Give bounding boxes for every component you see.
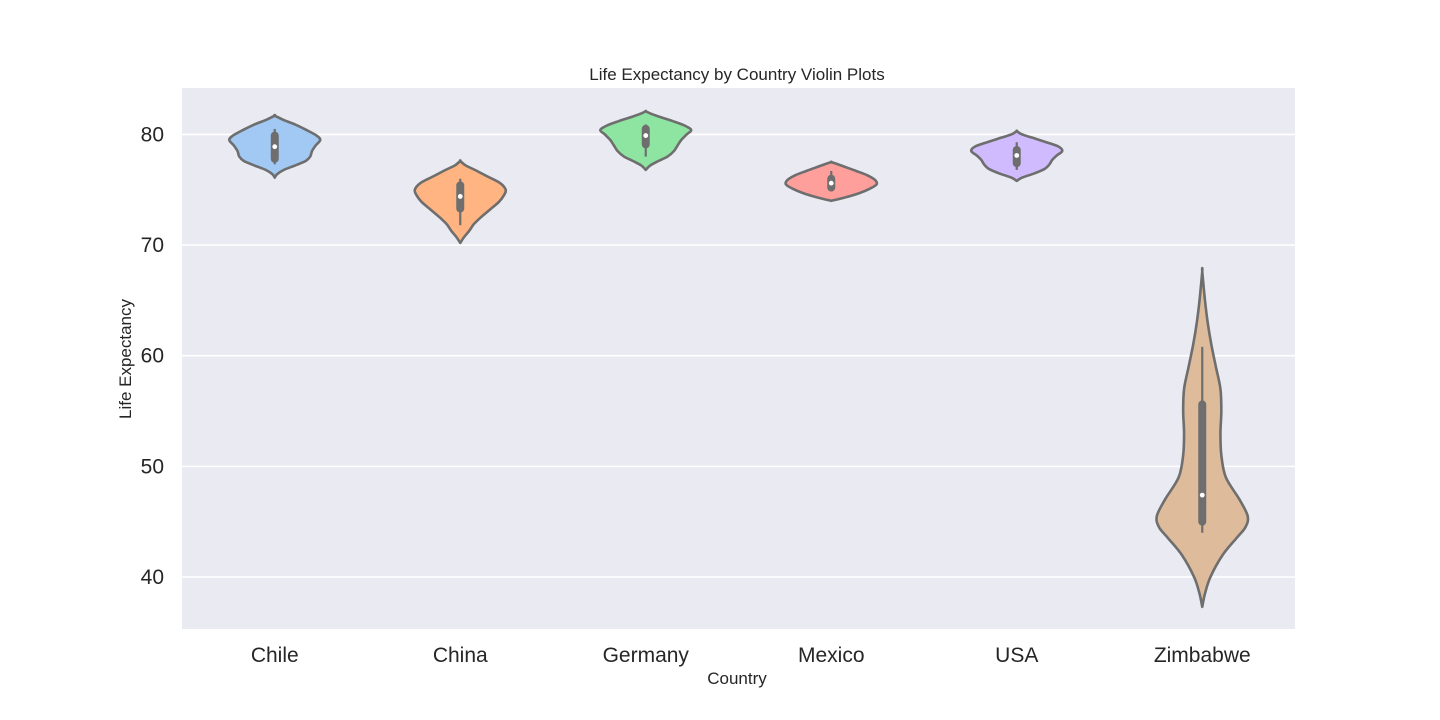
y-axis-label: Life Expectancy bbox=[116, 298, 135, 419]
violin-median-dot bbox=[457, 194, 463, 199]
x-tick-label: Chile bbox=[251, 644, 299, 667]
x-tick-label: Zimbabwe bbox=[1154, 644, 1251, 667]
gridlines bbox=[182, 133, 1295, 578]
y-tick-labels: 40 50 60 70 80 bbox=[141, 123, 164, 589]
plot-area bbox=[182, 88, 1295, 629]
violins bbox=[228, 109, 1250, 609]
violin-median-dot bbox=[1199, 492, 1205, 498]
y-tick-label: 60 bbox=[141, 345, 164, 368]
x-axis-label: Country bbox=[707, 669, 767, 688]
x-tick-label: Germany bbox=[603, 644, 690, 667]
violin-median-dot bbox=[643, 133, 649, 138]
violin-median-dot bbox=[1014, 153, 1020, 158]
violin-chile bbox=[228, 113, 322, 179]
y-tick-label: 40 bbox=[141, 566, 164, 589]
violin-median-dot bbox=[272, 144, 278, 150]
violin-mexico bbox=[784, 160, 879, 203]
y-tick-label: 50 bbox=[141, 455, 164, 478]
chart-title: Life Expectancy by Country Violin Plots bbox=[589, 65, 884, 84]
violin-zimbabwe bbox=[1155, 266, 1250, 609]
violin-germany bbox=[599, 109, 693, 172]
x-tick-label: Mexico bbox=[798, 644, 865, 667]
violin-china bbox=[413, 159, 508, 245]
violin-usa bbox=[969, 129, 1064, 183]
x-tick-labels: Chile China Germany Mexico USA Zimbabwe bbox=[251, 644, 1251, 667]
x-tick-label: USA bbox=[995, 644, 1038, 667]
x-tick-label: China bbox=[433, 644, 488, 667]
violin-median-dot bbox=[828, 180, 834, 186]
y-tick-label: 80 bbox=[141, 123, 164, 146]
y-tick-label: 70 bbox=[141, 234, 164, 257]
